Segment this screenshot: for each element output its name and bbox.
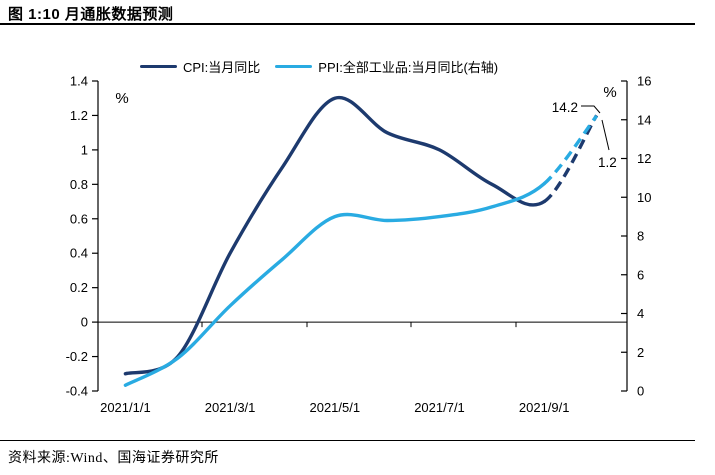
right-axis-tick-label: 0 <box>637 384 644 399</box>
left-axis-tick-label: 0.8 <box>70 177 88 192</box>
left-axis-tick-label: 0.4 <box>70 246 88 261</box>
cpi-line-forecast-dashed <box>543 114 599 204</box>
x-axis-label: 2021/7/1 <box>414 400 465 415</box>
cpi-line-swatch <box>140 64 177 69</box>
right-axis-tick-label: 12 <box>637 151 651 166</box>
title-divider <box>0 23 695 25</box>
legend-label-cpi: CPI:当月同比 <box>183 60 261 75</box>
legend-item-cpi: CPI:当月同比 <box>140 57 260 76</box>
ppi-line-solid <box>123 182 546 387</box>
right-axis-tick-label: 8 <box>637 229 644 244</box>
right-axis-tick-label: 14 <box>637 112 651 127</box>
figure-title: 图 1:10 月通胀数据预测 <box>8 6 174 23</box>
left-axis-tick-label: -0.2 <box>66 349 88 364</box>
ppi-line-forecast-dashed <box>543 114 598 185</box>
source-text: 资料来源:Wind、国海证券研究所 <box>8 451 219 466</box>
legend-label-ppi: PPI:全部工业品:当月同比(右轴) <box>318 60 499 75</box>
left-axis-tick-label: 1.4 <box>70 74 88 89</box>
x-axis-label: 2021/1/1 <box>100 400 151 415</box>
right-axis-tick-label: 2 <box>637 345 644 360</box>
cpi-line-solid <box>123 95 546 376</box>
x-axis-label: 2021/3/1 <box>205 400 256 415</box>
cpi-forecast-annotation: 1.2 <box>598 155 617 170</box>
x-axis-label: 2021/9/1 <box>519 400 570 415</box>
right-axis-tick-label: 6 <box>637 267 644 282</box>
left-axis-tick-label: 1.2 <box>70 108 88 123</box>
left-axis-tick-label: 1 <box>81 142 88 157</box>
x-axis-label: 2021/5/1 <box>309 400 360 415</box>
right-axis-tick-label: 16 <box>637 74 651 89</box>
legend-item-ppi: PPI:全部工业品:当月同比(右轴) <box>275 57 498 76</box>
source-divider <box>0 440 695 441</box>
ppi-forecast-annotation: 14.2 <box>552 100 578 115</box>
left-axis-unit-label: % <box>115 90 128 107</box>
right-axis-unit-label: % <box>603 84 616 101</box>
cpi-annotation-leader <box>601 119 610 151</box>
left-axis-tick-label: 0.2 <box>70 280 88 295</box>
ppi-line-swatch <box>275 64 313 69</box>
left-axis-tick-label: -0.4 <box>66 384 88 399</box>
right-axis-tick-label: 4 <box>637 306 644 321</box>
ppi-annotation-leader <box>581 105 601 114</box>
left-axis-tick-label: 0 <box>81 315 88 330</box>
left-axis-tick-label: 0.6 <box>70 211 88 226</box>
right-axis-tick-label: 10 <box>637 190 651 205</box>
chart-legend: CPI:当月同比 PPI:全部工业品:当月同比(右轴) <box>140 57 498 76</box>
